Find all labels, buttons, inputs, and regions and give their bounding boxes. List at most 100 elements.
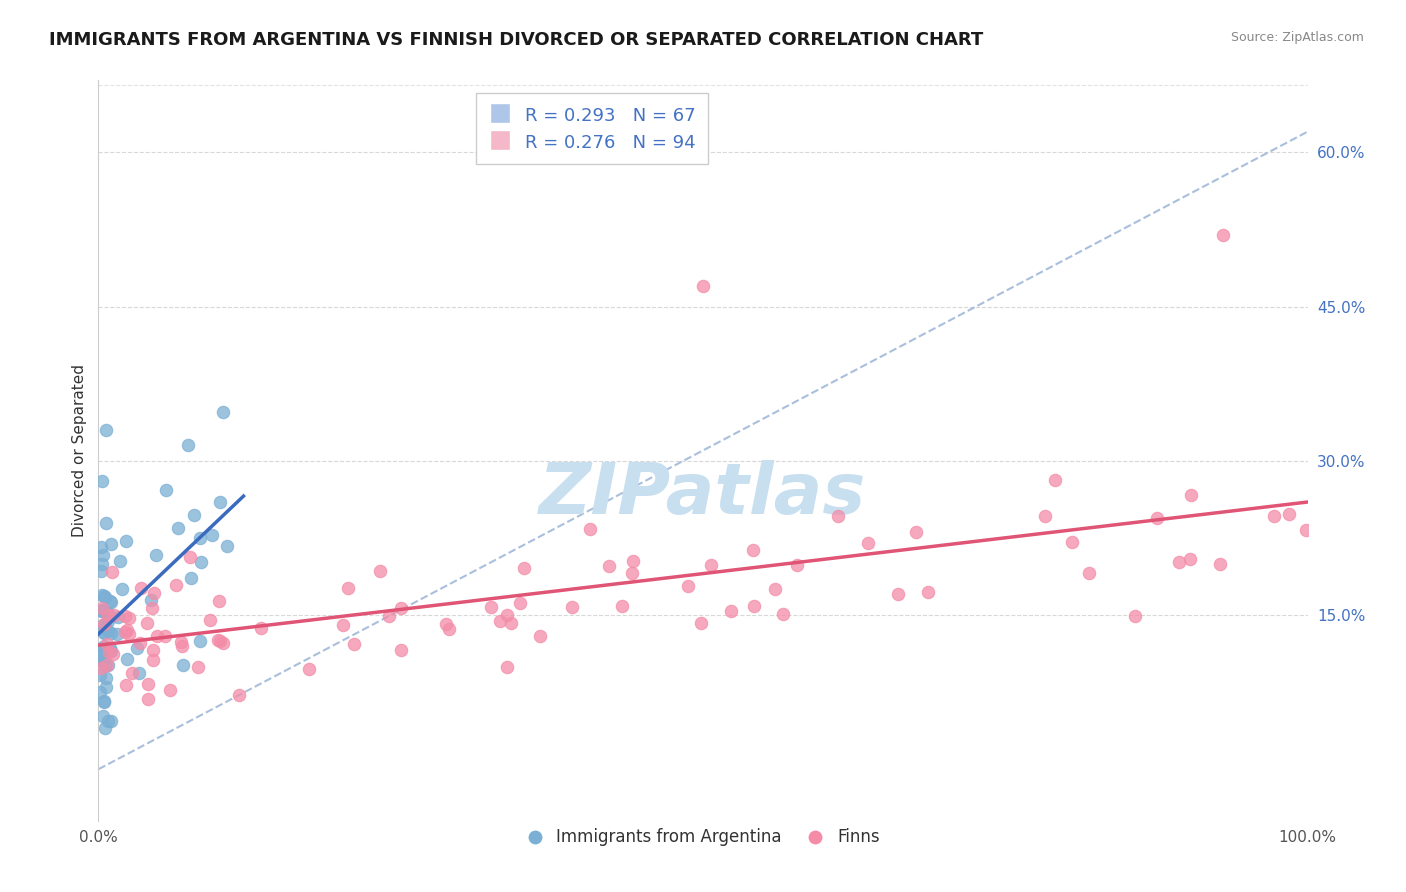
Point bbox=[90, 565, 112, 579]
Point bbox=[391, 600, 413, 615]
Point bbox=[115, 651, 138, 665]
Point bbox=[100, 536, 122, 550]
Point bbox=[94, 721, 117, 735]
Point bbox=[742, 599, 765, 614]
Point bbox=[1278, 508, 1301, 522]
Point bbox=[94, 657, 117, 672]
Point bbox=[180, 571, 202, 585]
Point bbox=[1295, 523, 1317, 537]
Point bbox=[121, 665, 143, 680]
Point bbox=[91, 601, 114, 615]
Point bbox=[188, 531, 211, 545]
Point bbox=[90, 541, 112, 555]
Point bbox=[1180, 488, 1202, 502]
Point bbox=[856, 536, 879, 550]
Point bbox=[1043, 473, 1066, 487]
Point bbox=[97, 657, 120, 672]
Point bbox=[190, 555, 212, 569]
Point bbox=[610, 599, 633, 613]
Point bbox=[91, 603, 114, 617]
Point bbox=[177, 438, 200, 452]
Point bbox=[155, 629, 177, 643]
Point bbox=[165, 578, 187, 592]
Point bbox=[249, 621, 271, 635]
Point bbox=[228, 688, 250, 702]
Point bbox=[93, 626, 115, 640]
Point bbox=[1212, 227, 1234, 242]
Point bbox=[91, 709, 114, 723]
Point bbox=[887, 586, 910, 600]
Point bbox=[96, 671, 118, 685]
Point bbox=[188, 633, 211, 648]
Point bbox=[89, 649, 111, 664]
Point bbox=[298, 662, 321, 676]
Point bbox=[215, 539, 238, 553]
Point bbox=[700, 558, 723, 573]
Point bbox=[1033, 508, 1056, 523]
Point bbox=[509, 596, 531, 610]
Point bbox=[1123, 608, 1146, 623]
Point bbox=[578, 522, 600, 536]
Point bbox=[91, 588, 114, 602]
Point bbox=[97, 614, 120, 628]
Point bbox=[89, 685, 111, 699]
Point bbox=[513, 560, 536, 574]
Point bbox=[434, 616, 457, 631]
Point bbox=[499, 615, 522, 630]
Point bbox=[159, 682, 181, 697]
Point bbox=[741, 542, 763, 557]
Point bbox=[198, 613, 221, 627]
Point bbox=[1146, 510, 1168, 524]
Point bbox=[1263, 508, 1285, 523]
Point bbox=[212, 636, 235, 650]
Point bbox=[100, 644, 122, 658]
Point bbox=[94, 591, 117, 605]
Point bbox=[129, 581, 152, 595]
Point bbox=[143, 585, 166, 599]
Point bbox=[89, 641, 111, 656]
Point bbox=[128, 636, 150, 650]
Point bbox=[114, 624, 136, 639]
Point bbox=[97, 608, 120, 623]
Point bbox=[89, 647, 111, 661]
Point bbox=[167, 521, 190, 535]
Point bbox=[1178, 551, 1201, 566]
Point bbox=[208, 633, 231, 648]
Point bbox=[110, 582, 132, 597]
Point bbox=[598, 558, 620, 573]
Point bbox=[90, 653, 112, 667]
Point bbox=[620, 566, 643, 580]
Point bbox=[96, 624, 118, 639]
Point bbox=[142, 653, 165, 667]
Text: ZIPatlas: ZIPatlas bbox=[540, 460, 866, 529]
Point bbox=[91, 475, 114, 489]
Point bbox=[368, 564, 391, 578]
Point bbox=[136, 616, 159, 631]
Point bbox=[146, 629, 169, 643]
Text: IMMIGRANTS FROM ARGENTINA VS FINNISH DIVORCED OR SEPARATED CORRELATION CHART: IMMIGRANTS FROM ARGENTINA VS FINNISH DIV… bbox=[49, 31, 983, 49]
Point bbox=[93, 694, 115, 708]
Point bbox=[93, 696, 115, 710]
Point bbox=[170, 639, 193, 653]
Point bbox=[91, 549, 114, 563]
Point bbox=[103, 607, 125, 622]
Point bbox=[136, 691, 159, 706]
Legend: Immigrants from Argentina, Finns: Immigrants from Argentina, Finns bbox=[520, 822, 886, 853]
Point bbox=[208, 594, 231, 608]
Point bbox=[94, 680, 117, 694]
Point bbox=[117, 627, 139, 641]
Point bbox=[201, 527, 224, 541]
Point bbox=[100, 595, 122, 609]
Point bbox=[917, 585, 939, 599]
Point bbox=[94, 620, 117, 634]
Y-axis label: Divorced or Separated: Divorced or Separated bbox=[72, 364, 87, 537]
Point bbox=[139, 593, 162, 607]
Point bbox=[337, 581, 360, 595]
Point bbox=[495, 608, 517, 623]
Point bbox=[93, 639, 115, 653]
Point bbox=[94, 516, 117, 530]
Point bbox=[343, 637, 366, 651]
Point bbox=[172, 658, 194, 673]
Point bbox=[91, 618, 114, 632]
Point bbox=[108, 554, 131, 568]
